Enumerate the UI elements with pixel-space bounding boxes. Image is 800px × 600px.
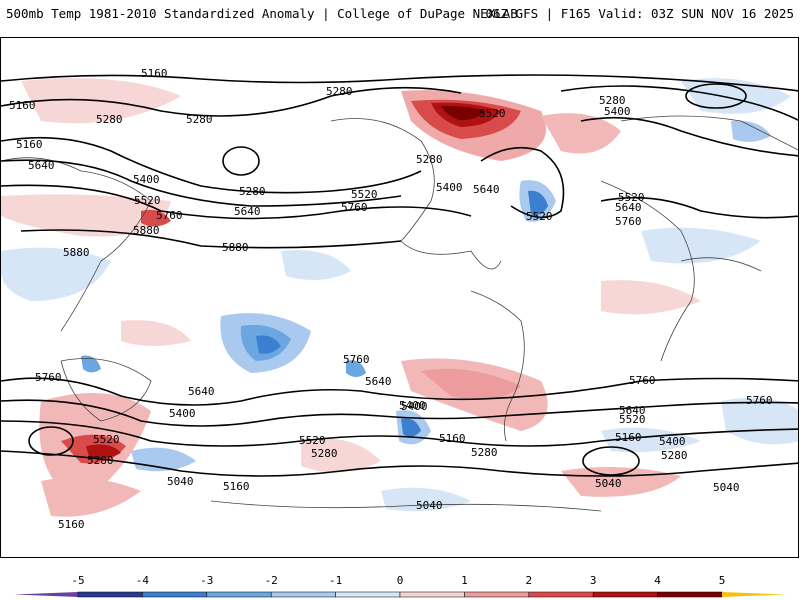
contour-label: 5160 xyxy=(16,138,43,151)
contour-label: 5280 xyxy=(186,113,213,126)
contour-label: 5760 xyxy=(341,201,368,214)
contour-label: 5760 xyxy=(343,353,370,366)
contour-label: 5640 xyxy=(619,404,646,417)
contour-label: 5280 xyxy=(239,185,266,198)
contour-label: 5640 xyxy=(473,183,500,196)
contour-label: 5280 xyxy=(599,94,626,107)
contour-label: 5520 xyxy=(299,434,326,447)
contour-label: 5760 xyxy=(746,394,773,407)
contour-label: 5160 xyxy=(223,480,250,493)
colorbar-tick-label: 2 xyxy=(525,574,532,587)
contour-label: 5520 xyxy=(134,194,161,207)
map-panel: 5160 5280 5280 5160 5160 5280 5640 5400 … xyxy=(0,37,799,558)
contour-label: 5520 xyxy=(93,433,120,446)
colorbar-segment xyxy=(270,591,336,598)
contour-label: 5160 xyxy=(439,432,466,445)
contour-label: 5160 xyxy=(141,67,168,80)
colorbar-tick-label: -2 xyxy=(265,574,278,587)
contour-label: 5280 xyxy=(326,85,353,98)
colorbar-tick-label: 5 xyxy=(719,574,726,587)
contour-label: 5760 xyxy=(35,371,62,384)
colorbar-tick-label: 0 xyxy=(397,574,404,587)
colorbar-tick-label: 1 xyxy=(461,574,468,587)
contour-label: 5640 xyxy=(615,201,642,214)
contour-label: 5640 xyxy=(188,385,215,398)
contour-label: 5160 xyxy=(58,518,85,531)
contour-label: 5040 xyxy=(416,499,443,512)
map-title: 500mb Temp 1981-2010 Standardized Anomal… xyxy=(6,6,518,21)
contour-label: 5880 xyxy=(222,241,249,254)
contour-label: 5640 xyxy=(234,205,261,218)
warm-anomaly-shading xyxy=(1,78,701,517)
contour-label: 5400 xyxy=(604,105,631,118)
contour-label: 5280 xyxy=(87,454,114,467)
contour-label: 5640 xyxy=(28,159,55,172)
contour-label: 5400 xyxy=(401,400,428,413)
contour-label: 5040 xyxy=(167,475,194,488)
colorbar-min-extension xyxy=(14,592,78,597)
height-contours xyxy=(1,74,798,477)
colorbar-segment xyxy=(335,591,401,598)
contour-label: 5760 xyxy=(156,209,183,222)
contour-label: 5400 xyxy=(659,435,686,448)
colorbar-tick-label: -3 xyxy=(200,574,213,587)
colorbar-tick-label: -5 xyxy=(71,574,84,587)
header: 500mb Temp 1981-2010 Standardized Anomal… xyxy=(0,0,800,36)
contour-label: 5520 xyxy=(526,210,553,223)
contour-label: 5280 xyxy=(471,446,498,459)
contour-label: 5640 xyxy=(365,375,392,388)
colorbar-tick-labels: -5 -4 -3 -2 -1 0 1 2 3 4 5 xyxy=(71,574,725,587)
contour-label: 5760 xyxy=(629,374,656,387)
contour-label: 5040 xyxy=(713,481,740,494)
colorbar-segment xyxy=(77,591,143,598)
anomaly-map: 5160 5280 5280 5160 5160 5280 5640 5400 … xyxy=(1,67,798,531)
contour-label: 5400 xyxy=(399,399,426,412)
colorbar-segment xyxy=(528,591,594,598)
colorbar-tick-label: -1 xyxy=(329,574,342,587)
anomaly-colorbar: -5 -4 -3 -2 -1 0 1 2 3 4 5 xyxy=(14,574,786,598)
colorbar-max-extension xyxy=(722,592,786,597)
contour-label: 5280 xyxy=(416,153,443,166)
colorbar-tick-label: 3 xyxy=(590,574,597,587)
contour-label: 5520 xyxy=(618,191,645,204)
contour-label: 5280 xyxy=(661,449,688,462)
contour-label: 5520 xyxy=(619,413,646,426)
colorbar-tick-label: -4 xyxy=(136,574,150,587)
contour-label: 5160 xyxy=(9,99,36,112)
contour-label: 5400 xyxy=(169,407,196,420)
contour-label: 5160 xyxy=(615,431,642,444)
colorbar-segment xyxy=(592,591,658,598)
colorbar-segment xyxy=(206,591,272,598)
contour-label: 5880 xyxy=(133,224,160,237)
colorbar-segment xyxy=(657,591,723,598)
contour-label: 5400 xyxy=(436,181,463,194)
contour-labels: 5160 5280 5280 5160 5160 5280 5640 5400 … xyxy=(9,67,773,531)
contour-label: 5040 xyxy=(595,477,622,490)
contour-label: 5520 xyxy=(351,188,378,201)
contour-label: 5760 xyxy=(615,215,642,228)
contour-label: 5400 xyxy=(133,173,160,186)
model-run-info: 06Z GFS | F165 Valid: 03Z SUN NOV 16 202… xyxy=(485,6,794,21)
colorbar-tick-label: 4 xyxy=(654,574,661,587)
contour-label: 5520 xyxy=(479,107,506,120)
contour-label: 5280 xyxy=(96,113,123,126)
contour-label: 5280 xyxy=(311,447,338,460)
colorbar-segment xyxy=(142,591,208,598)
colorbar-segments xyxy=(14,591,786,598)
colorbar-segment xyxy=(399,591,465,598)
contour-label: 5880 xyxy=(63,246,90,259)
colorbar-segment xyxy=(464,591,530,598)
